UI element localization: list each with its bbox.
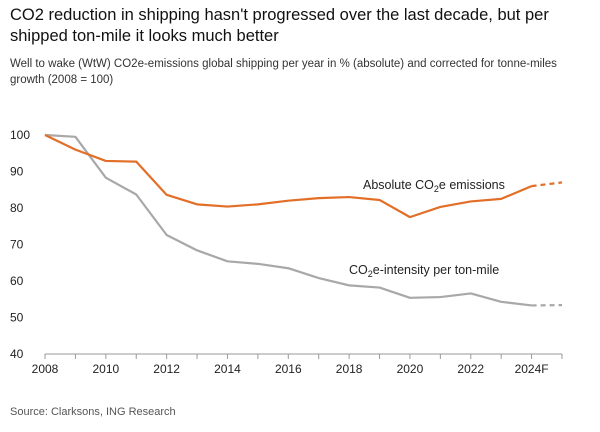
x-tick-label: 2022 <box>457 362 484 376</box>
series-label-intensity: CO2e-intensity per ton-mile <box>349 263 499 279</box>
series-lines <box>44 133 563 307</box>
y-tick-label: 60 <box>10 274 24 288</box>
x-tick-label: 2010 <box>92 362 119 376</box>
series-line-absolute-emissions <box>44 134 533 219</box>
series-line-intensity-per-ton-mile <box>44 133 532 307</box>
x-axis: 2008 2010 2012 2014 2016 2018 2020 2022 2024F <box>32 353 563 376</box>
y-tick-label: 80 <box>10 201 24 215</box>
y-tick-label: 100 <box>10 128 30 142</box>
y-tick-label: 90 <box>10 165 24 179</box>
y-tick-label: 50 <box>10 311 24 325</box>
y-tick-label: 40 <box>10 347 24 361</box>
source-note: Source: Clarksons, ING Research <box>10 406 176 418</box>
chart-title: CO2 reduction in shipping hasn't progres… <box>10 6 549 45</box>
x-tick-label: 2008 <box>32 362 59 376</box>
series-forecast-absolute-emissions <box>531 181 563 188</box>
y-tick-label: 70 <box>10 238 24 252</box>
x-tick-label: 2014 <box>214 362 241 376</box>
x-tick-label: 2020 <box>397 362 424 376</box>
chart-subtitle: Well to wake (WtW) CO2e-emissions global… <box>10 58 557 86</box>
y-axis: 40 50 60 70 80 90 100 <box>10 128 30 361</box>
x-tick-label: 2024F <box>515 362 549 376</box>
x-tick-label: 2012 <box>153 362 180 376</box>
x-tick-label: 2016 <box>275 362 302 376</box>
x-tick-label: 2018 <box>336 362 363 376</box>
series-label-absolute: Absolute CO2e emissions <box>363 178 505 194</box>
